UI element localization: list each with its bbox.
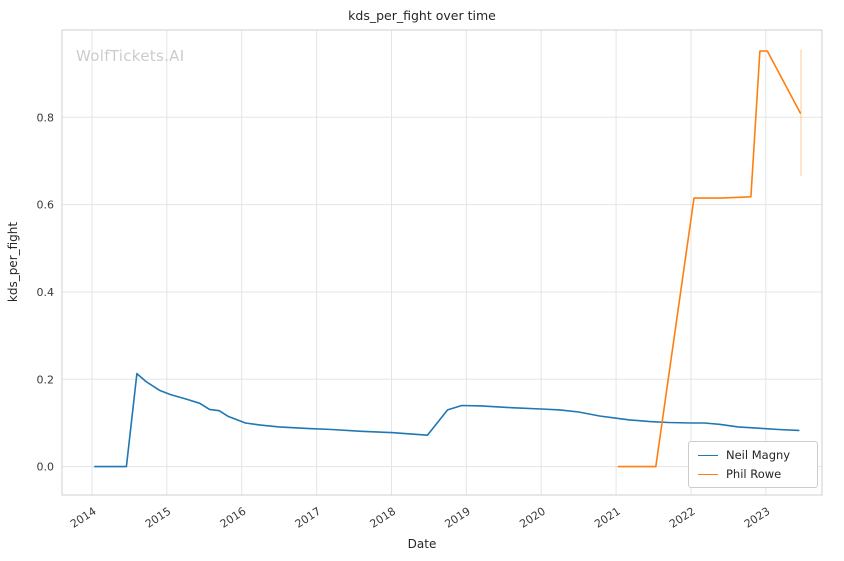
chart-title: kds_per_fight over time <box>348 8 496 23</box>
svg-text:2015: 2015 <box>143 505 174 531</box>
svg-text:2022: 2022 <box>667 505 698 531</box>
svg-text:2016: 2016 <box>218 505 249 531</box>
legend: Neil Magny Phil Rowe <box>688 441 818 488</box>
svg-text:0.0: 0.0 <box>37 461 55 474</box>
y-axis-label: kds_per_fight <box>6 221 20 303</box>
svg-text:0.2: 0.2 <box>37 373 55 386</box>
svg-text:2023: 2023 <box>742 505 773 531</box>
svg-text:2019: 2019 <box>442 505 473 531</box>
svg-text:2020: 2020 <box>517 505 548 531</box>
watermark: WolfTickets.AI <box>76 47 185 65</box>
legend-item-neil-magny: Neil Magny <box>698 448 808 462</box>
legend-item-phil-rowe: Phil Rowe <box>698 467 808 481</box>
svg-text:0.6: 0.6 <box>37 199 55 212</box>
legend-label-phil-rowe: Phil Rowe <box>726 467 782 481</box>
svg-text:2018: 2018 <box>368 505 399 531</box>
svg-text:2014: 2014 <box>68 505 99 531</box>
legend-swatch-neil-magny <box>698 454 718 456</box>
svg-text:2021: 2021 <box>592 505 623 531</box>
svg-text:2017: 2017 <box>293 505 324 531</box>
x-axis-label: Date <box>407 537 437 551</box>
svg-text:0.8: 0.8 <box>37 111 55 124</box>
legend-label-neil-magny: Neil Magny <box>726 448 791 462</box>
svg-text:0.4: 0.4 <box>37 286 55 299</box>
legend-swatch-phil-rowe <box>698 473 718 475</box>
